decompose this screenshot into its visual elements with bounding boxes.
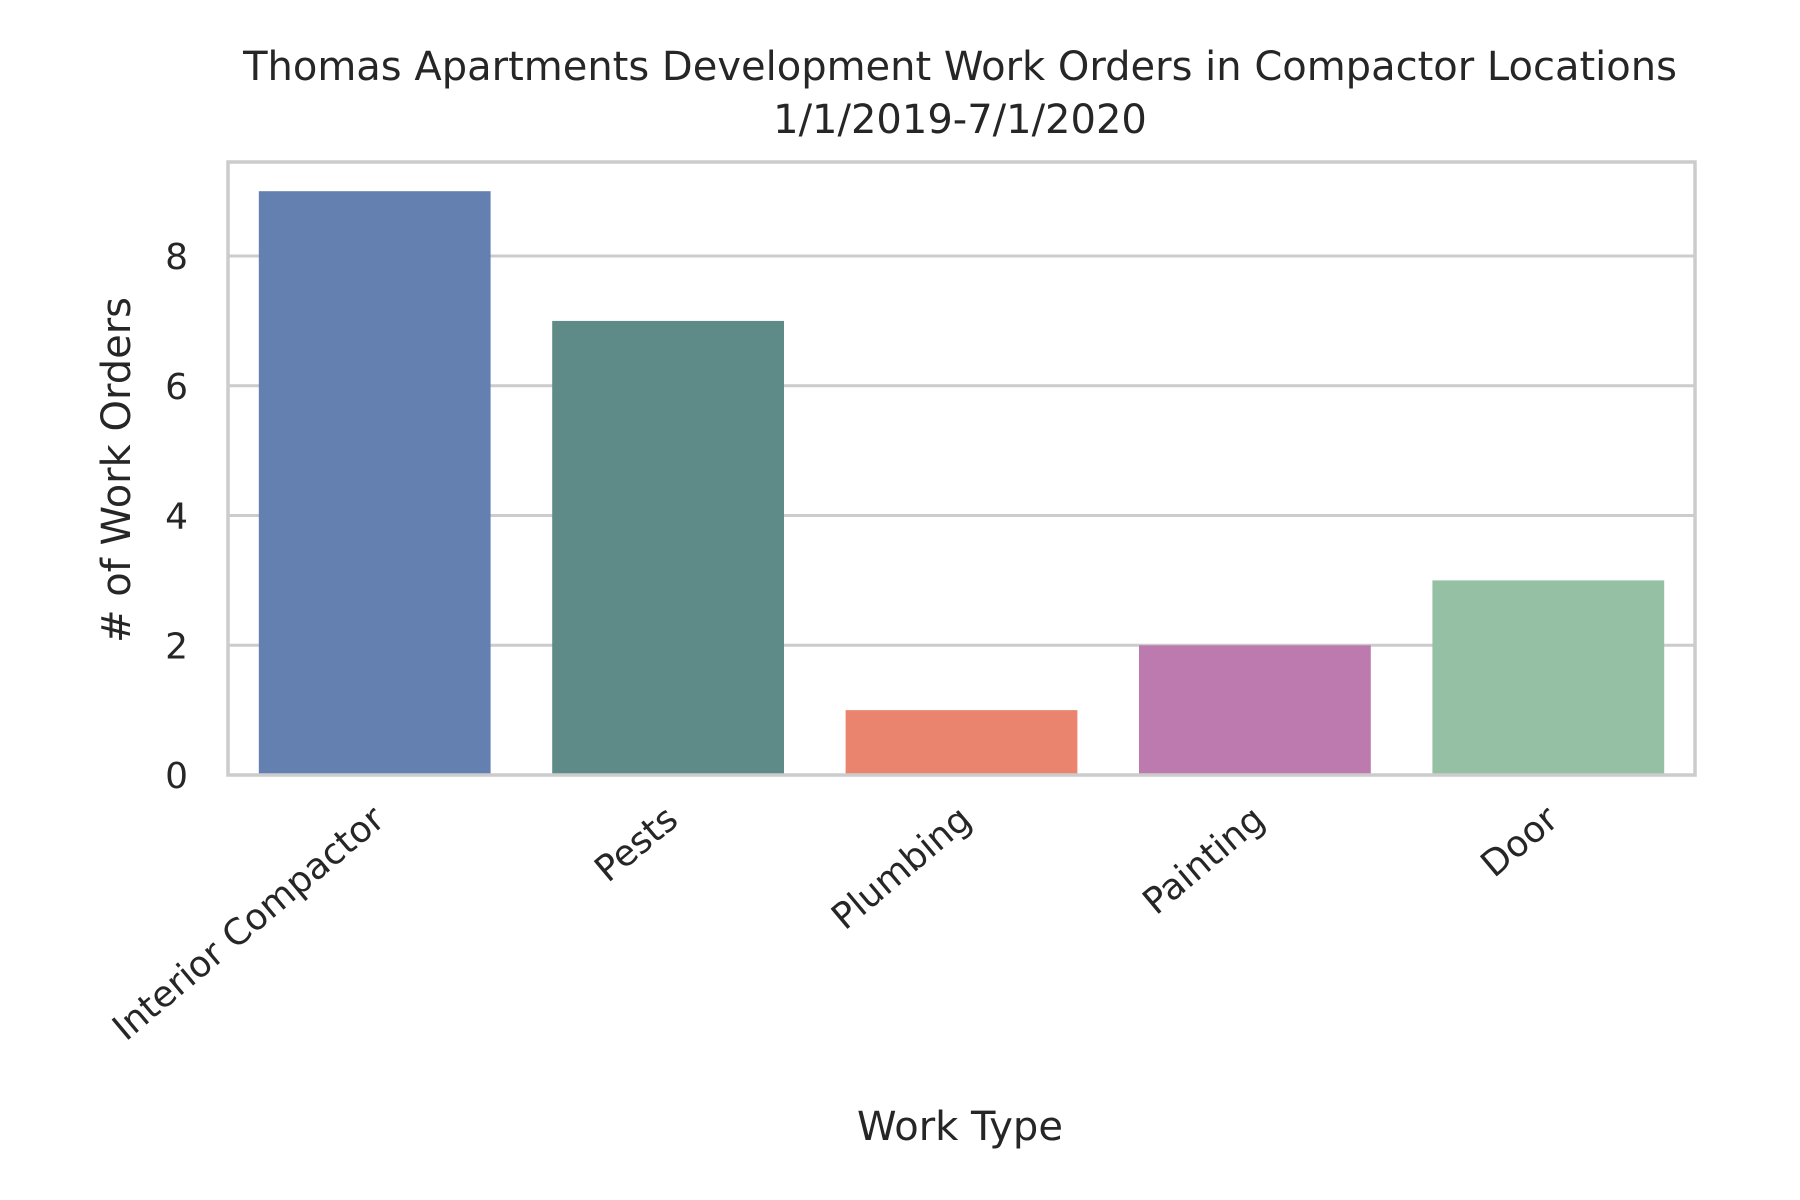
y-axis-label: # of Work Orders bbox=[94, 297, 140, 643]
x-tick-labels: Interior Compactor Pests Plumbing Painting D… bbox=[105, 798, 1566, 1049]
y-tick-label: 4 bbox=[165, 497, 188, 538]
bars bbox=[258, 191, 1665, 775]
chart-subtitle: 1/1/2019-7/1/2020 bbox=[773, 97, 1147, 143]
bar-interior-compactor bbox=[258, 191, 491, 775]
plot-frame bbox=[226, 160, 1697, 777]
bar-door bbox=[1432, 580, 1665, 775]
bar-pests bbox=[552, 320, 784, 775]
x-tick-label: Plumbing bbox=[824, 798, 979, 937]
bar-painting bbox=[1139, 645, 1371, 775]
x-tick-label: Painting bbox=[1135, 798, 1272, 922]
chart-title: Thomas Apartments Development Work Order… bbox=[242, 44, 1677, 90]
x-tick-label: Interior Compactor bbox=[105, 798, 392, 1048]
x-tick-label: Door bbox=[1473, 798, 1566, 885]
y-tick-label: 8 bbox=[165, 237, 188, 278]
bar-plumbing bbox=[845, 710, 1078, 775]
x-axis-label: Work Type bbox=[857, 1104, 1063, 1150]
y-tick-labels: 0 2 4 6 8 bbox=[165, 237, 188, 797]
y-tick-label: 6 bbox=[165, 367, 188, 408]
y-tick-label: 2 bbox=[165, 626, 188, 667]
x-tick-label: Pests bbox=[587, 798, 686, 890]
y-tick-label: 0 bbox=[165, 756, 188, 797]
